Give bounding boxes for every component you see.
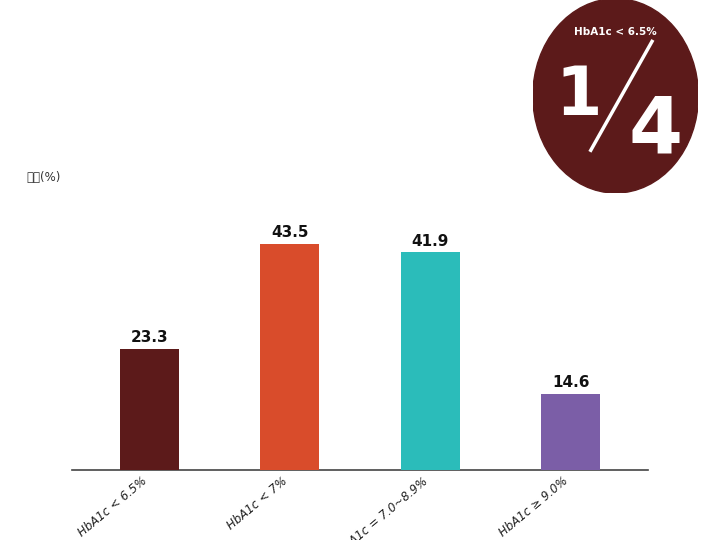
Ellipse shape (533, 0, 698, 193)
Bar (260, 244, 319, 470)
Text: 41.9: 41.9 (412, 234, 449, 248)
Text: Control Rate of Diabetes: Control Rate of Diabetes (18, 14, 423, 42)
Text: 1: 1 (556, 63, 603, 129)
Text: However, 14.6% of persons with diabetes have HbA1c ≥ 9.0%.: However, 14.6% of persons with diabetes … (18, 138, 332, 148)
Bar (401, 252, 460, 470)
Text: 23.3: 23.3 (130, 330, 168, 345)
Text: 4: 4 (629, 93, 683, 169)
Bar (120, 349, 179, 470)
Text: 단위(%): 단위(%) (26, 171, 60, 184)
Text: 14.6: 14.6 (552, 375, 590, 390)
Text: is 23.3% for target goal of HbA1c < 6.5% or 43.5% for < 7.0%.: is 23.3% for target goal of HbA1c < 6.5%… (18, 109, 332, 118)
Bar (541, 394, 600, 470)
Text: HbA1c < 6.5%: HbA1c < 6.5% (575, 26, 657, 37)
Text: 43.5: 43.5 (271, 225, 308, 240)
Text: The control rate of glycemia among the persons with diagnosed diabetes: The control rate of glycemia among the p… (18, 79, 384, 89)
Text: “Only one of 4 persons with diabetes gets the glycemic target”: “Only one of 4 persons with diabetes get… (18, 164, 493, 177)
